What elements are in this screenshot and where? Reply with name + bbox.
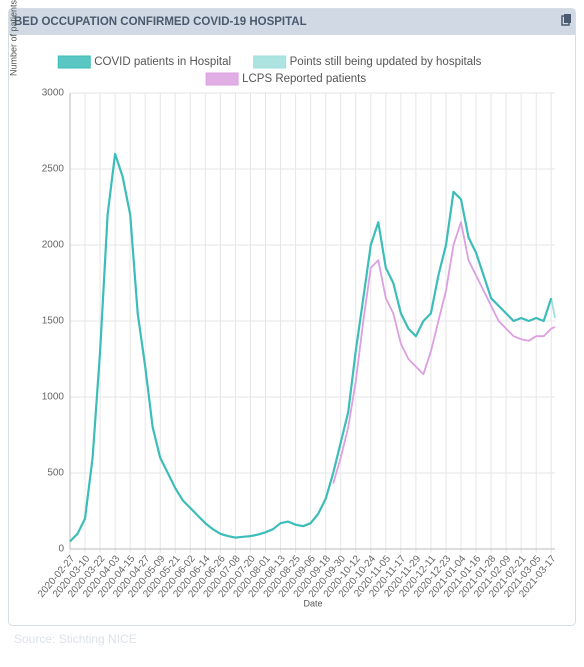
y-tick-label: 0: [58, 544, 64, 555]
legend-swatch: [253, 55, 287, 69]
legend-swatch: [205, 72, 239, 86]
chart-title: BED OCCUPATION CONFIRMED COVID-19 HOSPIT…: [14, 16, 307, 28]
card: [8, 8, 576, 626]
y-tick-label: 3000: [42, 88, 65, 99]
source: Source: Stichting NICE: [14, 632, 137, 646]
series-line: [332, 221, 556, 484]
legend-label: Points still being updated by hospitals: [290, 56, 482, 68]
y-axis-label: Number of patients: [8, 0, 18, 76]
legend-swatch: [57, 55, 91, 69]
y-tick-label: 500: [47, 468, 64, 479]
y-tick-label: 1500: [42, 316, 65, 327]
y-tick-label: 2500: [42, 164, 65, 175]
legend-label: LCPS Reported patients: [242, 73, 366, 85]
copy-icon[interactable]: [561, 14, 571, 26]
series-line: [69, 152, 553, 543]
legend-label: COVID patients in Hospital: [94, 56, 231, 68]
card-header: [9, 9, 575, 35]
y-tick-label: 2000: [42, 240, 65, 251]
y-tick-label: 1000: [42, 392, 65, 403]
x-axis-label: Date: [303, 598, 322, 608]
series-line: [550, 298, 556, 319]
